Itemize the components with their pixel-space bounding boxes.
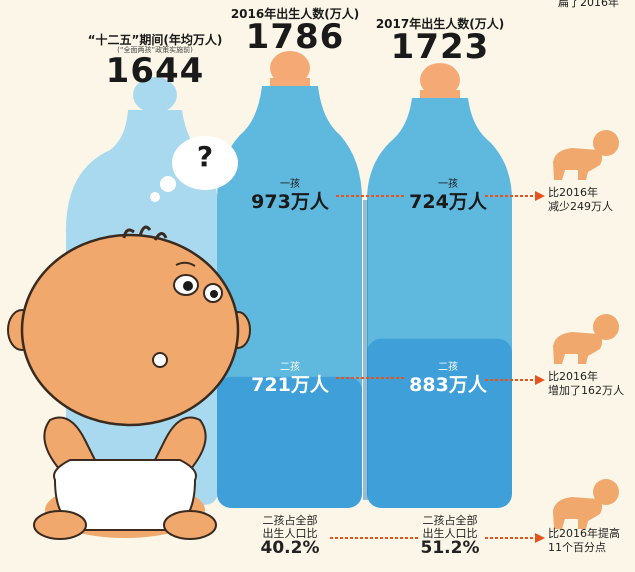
series-label-first-2016: 一孩 [280,179,300,190]
comparison-line1: 比2016年 [548,370,598,383]
crawling-baby-icon [553,314,619,364]
share-2017: 二孩占全部 出生人口比 51.2% [410,514,490,558]
comparison-line2: 增加了162万人 [548,384,624,397]
comparison-line1: 比2016年提高 [548,527,620,540]
share-2016: 二孩占全部 出生人口比 40.2% [250,514,330,558]
comparison-arrows [485,191,545,543]
bottle-2016 [217,51,362,508]
top-note: 扁了2016年 [558,0,619,9]
category-subtitle-1: (“全面两孩”政策实施前) [117,46,193,54]
category-label-1: “十二五”期间(年均万人) [87,33,223,47]
connector-lines [330,195,420,539]
data-label-second-2016: 721万人 [251,374,329,396]
comparison-line2: 减少249万人 [548,200,613,213]
question-mark: ? [196,140,214,173]
bar-2017-second-child [367,338,512,508]
bar-2016-second-child [217,376,362,508]
total-value-1: 1644 [105,51,205,91]
share-label-line1: 二孩占全部 [422,514,478,527]
comparison-second-child: 比2016年 增加了162万人 [548,370,624,398]
data-label-first-2016: 973万人 [251,191,329,213]
bottle-2017 [367,63,512,508]
share-value-2017: 51.2% [420,538,480,558]
nipple-2016 [270,51,310,85]
share-label-line2: 出生人口比 [262,527,318,540]
total-value-2: 1786 [245,17,345,57]
series-label-second-2017: 二孩 [438,362,458,373]
series-label-second-2016: 二孩 [280,362,300,373]
category-label-3: 2017年出生人数(万人) [375,17,505,31]
crawling-baby-icon [553,130,619,180]
category-label-2: 2016年出生人数(万人) [230,7,360,21]
share-value-2016: 40.2% [260,538,320,558]
data-label-second-2017: 883万人 [409,374,487,396]
comparison-line2: 11个百分点 [548,541,606,554]
thought-bubble [150,136,238,202]
total-value-3: 1723 [390,27,490,67]
comparison-share: 比2016年提高 11个百分点 [548,527,620,555]
data-label-first-2017: 724万人 [409,191,487,213]
nipple-2017 [420,63,460,97]
share-label-line1: 二孩占全部 [262,514,318,527]
series-label-first-2017: 一孩 [438,179,458,190]
crawling-baby-icon [553,479,619,529]
comparison-line1: 比2016年 [548,186,598,199]
comparison-first-child: 比2016年 减少249万人 [548,186,613,214]
baby-illustration [7,225,251,540]
share-label-line2: 出生人口比 [422,527,478,540]
